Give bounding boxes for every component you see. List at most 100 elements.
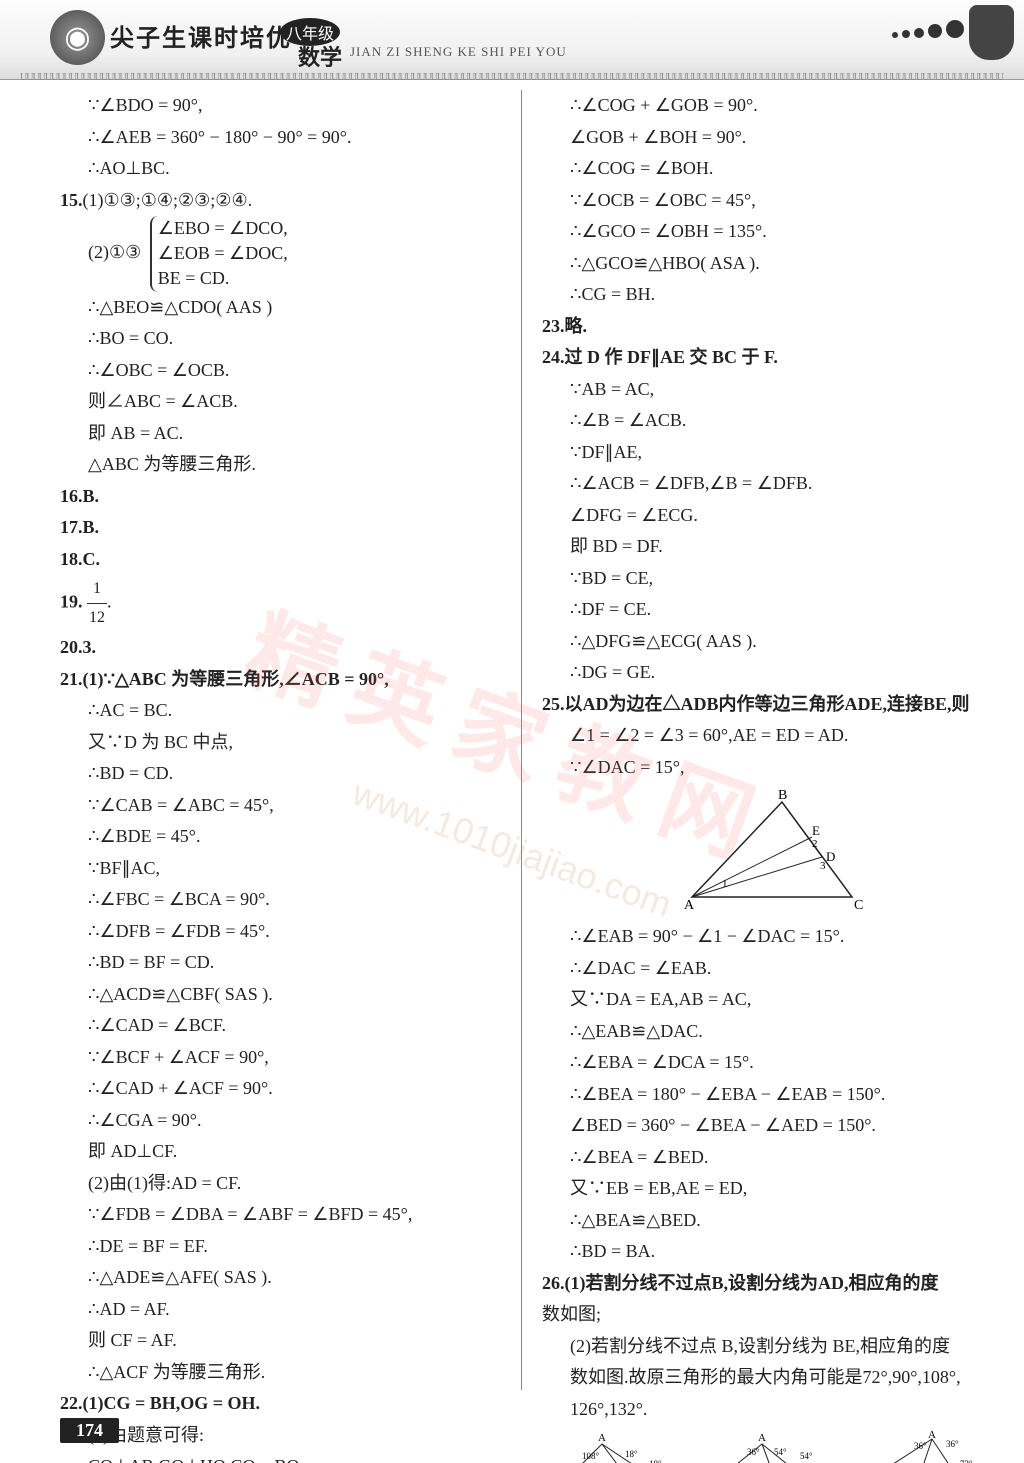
text-line: ∴△DFG≌△ECG( AAS ). (542, 626, 984, 658)
text-line: 数如图; (542, 1299, 984, 1331)
svg-text:36°: 36° (747, 1447, 760, 1457)
question-16: 16.B. (60, 481, 506, 513)
question-15: 15.(1)①③;①④;②③;②④. (60, 185, 506, 217)
question-21: 21.(1)∵△ABC 为等腰三角形,∠ACB = 90°, (60, 664, 506, 696)
text-line: ∴∠COG = ∠BOH. (542, 153, 984, 185)
text-line: ∵BD = CE, (542, 563, 984, 595)
question-23: 23.略. (542, 311, 984, 343)
text-line: ∴AD = AF. (60, 1294, 506, 1326)
svg-text:A: A (598, 1432, 606, 1444)
text-line: ∴△ACF 为等腰三角形. (60, 1357, 506, 1389)
text-line: 则 CF = AF. (60, 1325, 506, 1357)
page-number: 174 (60, 1418, 119, 1443)
svg-text:A: A (928, 1429, 936, 1441)
text-line: ∴∠CGA = 90°. (60, 1105, 506, 1137)
text-line: ∴∠CAD = ∠BCF. (60, 1010, 506, 1042)
text-line: ∴DE = BF = EF. (60, 1231, 506, 1263)
text-line: ∴AC = BC. (60, 695, 506, 727)
text-line: ∴△BEO≌△CDO( AAS ) (60, 292, 506, 324)
pinyin-subtitle: JIAN ZI SHENG KE SHI PEI YOU (350, 44, 567, 60)
svg-text:108°: 108° (582, 1451, 600, 1461)
hash-divider: UUUUUUUUUUUUUUUUUUUUUUUUUUUUUUUUUUUUUUUU… (20, 72, 1004, 82)
svg-text:1: 1 (722, 878, 728, 890)
svg-text:B: B (778, 788, 787, 803)
svg-text:36°: 36° (914, 1441, 927, 1451)
text-line: ∵∠DAC = 15°, (542, 752, 984, 784)
text-line: ∵∠CAB = ∠ABC = 45°, (60, 790, 506, 822)
text-line: 则∠ABC = ∠ACB. (60, 386, 506, 418)
text-line: ∴∠BEA = ∠BED. (542, 1142, 984, 1174)
question-17: 17.B. (60, 512, 506, 544)
text-line: (2)若割分线不过点 B,设割分线为 BE,相应角的度 (542, 1331, 984, 1363)
svg-text:72°: 72° (960, 1459, 973, 1463)
left-column: ∵∠BDO = 90°, ∴∠AEB = 360° − 180° − 90° =… (60, 90, 522, 1390)
text-line: 又∵DA = EA,AB = AC, (542, 984, 984, 1016)
text-line: ∴△GCO≌△HBO( ASA ). (542, 248, 984, 280)
question-25: 25.以AD为边在△ADB内作等边三角形ADE,连接BE,则 (542, 689, 984, 721)
text-line: (2)①③ ∠EBO = ∠DCO, ∠EOB = ∠DOC, BE = CD. (60, 216, 506, 292)
text-line: △ABC 为等腰三角形. (60, 449, 506, 481)
triangle-diagrams-26-row1: A B C D 108° 36° 36° 18° 18° A B (542, 1429, 982, 1463)
text-line: ∴∠OBC = ∠OCB. (60, 355, 506, 387)
svg-text:3: 3 (820, 860, 826, 872)
text-line: ∵BF∥AC, (60, 853, 506, 885)
text-line: CO⊥AB,GO⊥HO,CO = BO. (60, 1451, 506, 1463)
text-line: ∴BD = BA. (542, 1236, 984, 1268)
subject-label: 数学 (298, 40, 342, 72)
text-line: ∴BO = CO. (60, 323, 506, 355)
text-line: ∵∠BDO = 90°, (60, 90, 506, 122)
question-26: 26.(1)若割分线不过点B,设割分线为AD,相应角的度 (542, 1268, 984, 1300)
text-line: ∴∠DFB = ∠FDB = 45°. (60, 916, 506, 948)
brace-group: ∠EBO = ∠DCO, ∠EOB = ∠DOC, BE = CD. (150, 216, 288, 292)
text-line: (2)由(1)得:AD = CF. (60, 1168, 506, 1200)
text-line: ∴∠EAB = 90° − ∠1 − ∠DAC = 15°. (542, 921, 984, 953)
text-line: ∵∠FDB = ∠DBA = ∠ABF = ∠BFD = 45°, (60, 1199, 506, 1231)
svg-text:18°: 18° (649, 1459, 662, 1463)
text-line: ∴∠ACB = ∠DFB,∠B = ∠DFB. (542, 468, 984, 500)
right-column: ∴∠COG + ∠GOB = 90°. ∠GOB + ∠BOH = 90°. ∴… (522, 90, 984, 1390)
text-line: ∴△ADE≌△AFE( SAS ). (60, 1262, 506, 1294)
question-18: 18.C. (60, 544, 506, 576)
question-19: 19. 1 12 . (60, 575, 506, 632)
text-line: ∵DF∥AE, (542, 437, 984, 469)
text-line: ∴∠COG + ∠GOB = 90°. (542, 90, 984, 122)
text-line: ∴∠EBA = ∠DCA = 15°. (542, 1047, 984, 1079)
svg-text:36°: 36° (946, 1439, 959, 1449)
text-line: ∴DG = GE. (542, 657, 984, 689)
text-line: ∴∠CAD + ∠ACF = 90°. (60, 1073, 506, 1105)
text-line: ∠1 = ∠2 = ∠3 = 60°,AE = ED = AD. (542, 720, 984, 752)
logo-icon: ◉ (50, 10, 105, 65)
book-title: 尖子生课时培优 (110, 18, 292, 53)
text-line: ∴∠GCO = ∠OBH = 135°. (542, 216, 984, 248)
text-line: ∴BD = BF = CD. (60, 947, 506, 979)
svg-text:A: A (684, 898, 695, 913)
page: ◉ 尖子生课时培优 八年级 数学 JIAN ZI SHENG KE SHI PE… (0, 0, 1024, 1463)
text-line: 即 AB = AC. (60, 418, 506, 450)
text-line: ∴∠FBC = ∠BCA = 90°. (60, 884, 506, 916)
decorative-dots (888, 20, 964, 43)
text-line: ∴△ACD≌△CBF( SAS ). (60, 979, 506, 1011)
text-line: ∴CG = BH. (542, 279, 984, 311)
text-line: ∴△BEA≌△BED. (542, 1205, 984, 1237)
text-line: ∴△EAB≌△DAC. (542, 1016, 984, 1048)
text-line: ∵∠OCB = ∠OBC = 45°, (542, 185, 984, 217)
text-line: (2)由题意可得: (60, 1420, 506, 1452)
text-line: 126°,132°. (542, 1394, 984, 1426)
text-line: 又∵D 为 BC 中点, (60, 727, 506, 759)
text-line: ∴∠DAC = ∠EAB. (542, 953, 984, 985)
text-line: ∠BED = 360° − ∠BEA − ∠AED = 150°. (542, 1110, 984, 1142)
question-20: 20.3. (60, 632, 506, 664)
svg-text:18°: 18° (625, 1449, 638, 1459)
triangle-diagram-25: A B C D E 1 2 3 (662, 787, 882, 917)
content-area: ∵∠BDO = 90°, ∴∠AEB = 360° − 180° − 90° =… (0, 80, 1024, 1400)
text-line: 又∵EB = EB,AE = ED, (542, 1173, 984, 1205)
text-line: ∵∠BCF + ∠ACF = 90°, (60, 1042, 506, 1074)
text-line: ∵AB = AC, (542, 374, 984, 406)
text-line: ∠DFG = ∠ECG. (542, 500, 984, 532)
q-number: 15. (60, 190, 83, 210)
text-line: 即 AD⊥CF. (60, 1136, 506, 1168)
text-line: ∴∠BEA = 180° − ∠EBA − ∠EAB = 150°. (542, 1079, 984, 1111)
text-line: ∴∠AEB = 360° − 180° − 90° = 90°. (60, 122, 506, 154)
cartoon-figure-icon (969, 5, 1014, 60)
page-header: ◉ 尖子生课时培优 八年级 数学 JIAN ZI SHENG KE SHI PE… (0, 0, 1024, 80)
